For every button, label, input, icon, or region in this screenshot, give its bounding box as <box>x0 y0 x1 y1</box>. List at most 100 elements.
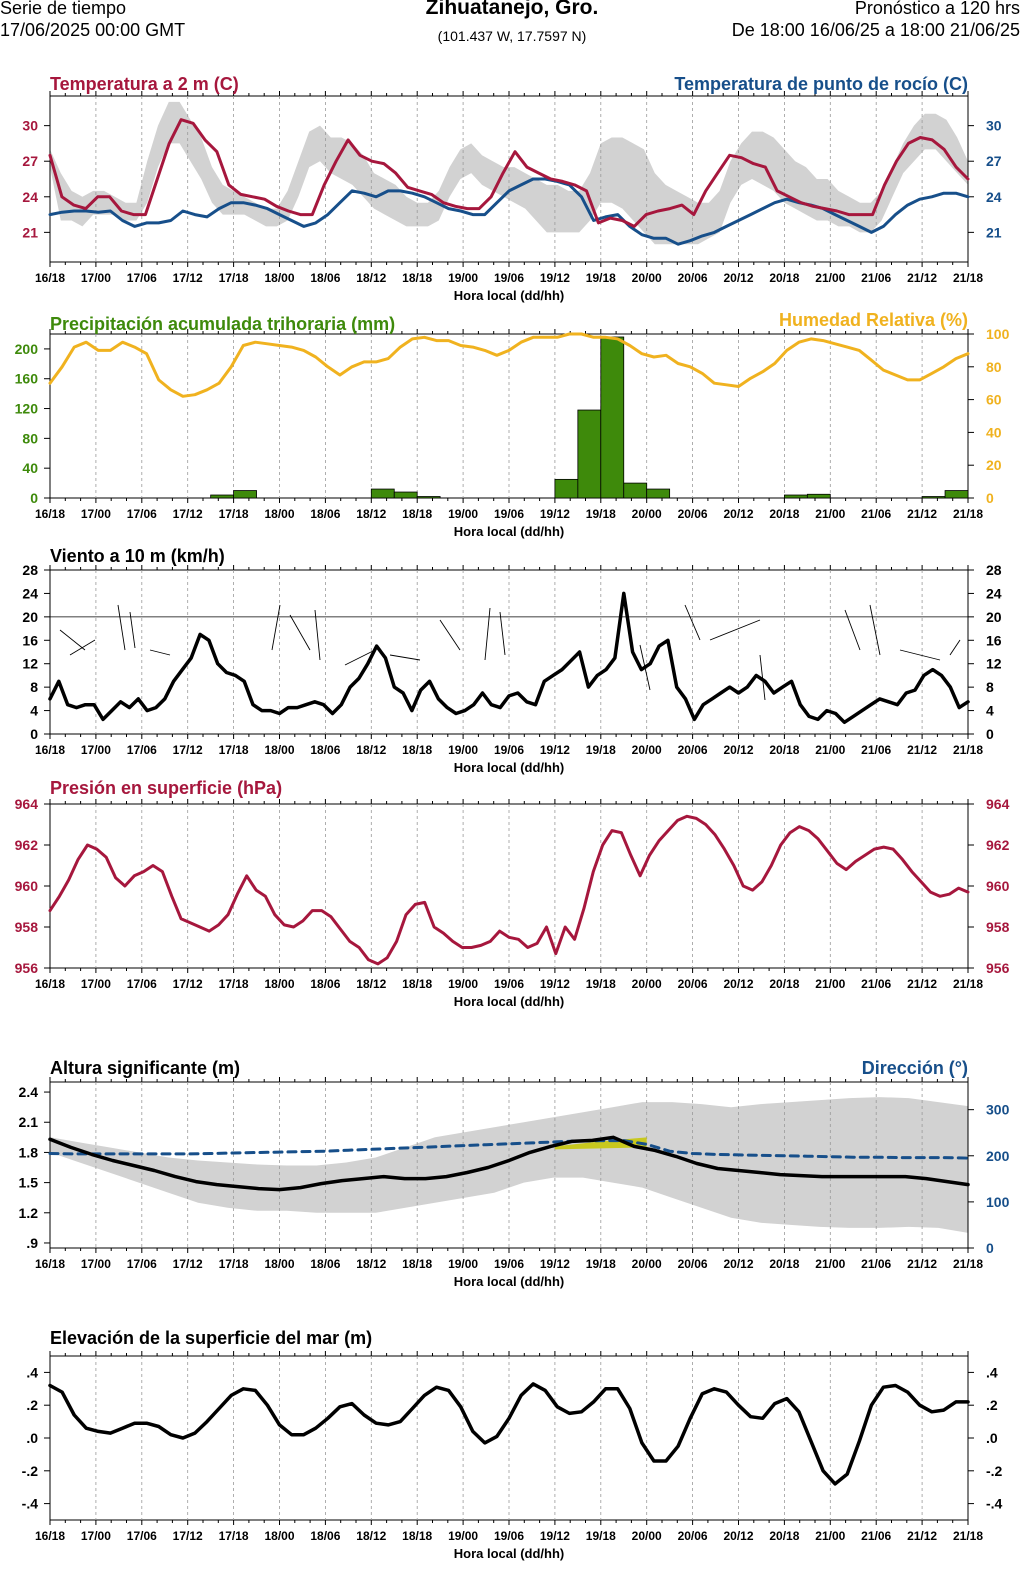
x-tick-label: 19/00 <box>448 507 478 521</box>
run-timestamp: 17/06/2025 00:00 GMT <box>0 20 186 40</box>
x-tick-label: 16/18 <box>35 507 65 521</box>
y2-tick-label: 24 <box>986 585 1002 601</box>
x-tick-label: 21/06 <box>861 507 891 521</box>
location-coords: (101.437 W, 17.7597 N) <box>437 28 587 44</box>
x-tick-label: 21/06 <box>861 1529 891 1543</box>
x-tick-label: 16/18 <box>35 1257 65 1271</box>
humidity-title: Humedad Relativa (%) <box>779 310 968 330</box>
precip-title: Precipitación acumulada trihoraria (mm) <box>50 314 395 334</box>
x-tick-label: 17/00 <box>81 977 111 991</box>
y-tick-label: 30 <box>22 118 38 134</box>
x-tick-label: 17/12 <box>173 1257 203 1271</box>
y2-tick-label: .0 <box>986 1430 998 1446</box>
wind-barb <box>271 604 281 651</box>
y-tick-label: .4 <box>26 1364 38 1380</box>
x-tick-label: 16/18 <box>35 271 65 285</box>
wind-barb <box>844 609 861 651</box>
x-tick-label: 21/06 <box>861 1257 891 1271</box>
wind-barb <box>117 604 126 651</box>
precip-bar <box>393 491 418 499</box>
x-tick-label: 21/18 <box>953 1257 983 1271</box>
precip-bar <box>416 496 441 499</box>
x-tick-label: 20/00 <box>632 271 662 285</box>
y2-tick-label: 100 <box>986 1194 1010 1210</box>
x-tick-label: 21/00 <box>815 743 845 757</box>
x-tick-label: 17/00 <box>81 507 111 521</box>
y-tick-label: 16 <box>22 632 38 648</box>
x-tick-label: 19/12 <box>540 1257 570 1271</box>
x-tick-label: 20/00 <box>632 977 662 991</box>
x-tick-label: 18/18 <box>402 977 432 991</box>
x-tick-label: 20/18 <box>769 271 799 285</box>
wind-title: Viento a 10 m (km/h) <box>50 546 225 566</box>
x-tick-label: 20/06 <box>678 743 708 757</box>
y2-tick-label: 100 <box>986 326 1010 342</box>
temperature-line <box>48 118 970 228</box>
wind-barb <box>289 614 311 651</box>
x-axis-label: Hora local (dd/hh) <box>454 1274 565 1289</box>
x-tick-label: 21/18 <box>953 1529 983 1543</box>
x-tick-label: 20/18 <box>769 743 799 757</box>
y2-tick-label: 60 <box>986 392 1002 408</box>
series-label: Serie de tiempo <box>0 0 127 18</box>
humidity-line <box>48 332 970 398</box>
x-tick-label: 19/18 <box>586 507 616 521</box>
wave-height-line <box>48 1135 970 1192</box>
x-tick-label: 18/18 <box>402 507 432 521</box>
x-tick-label: 19/06 <box>494 1257 524 1271</box>
y-tick-label: 2.4 <box>19 1084 39 1100</box>
forecast-period: De 18:00 16/06/25 a 18:00 21/06/25 <box>731 20 1020 40</box>
x-tick-label: 18/18 <box>402 271 432 285</box>
x-tick-label: 21/18 <box>953 507 983 521</box>
precip-bar <box>784 494 808 499</box>
x-tick-label: 20/18 <box>769 507 799 521</box>
x-tick-label: 16/18 <box>35 743 65 757</box>
x-axis-label: Hora local (dd/hh) <box>454 994 565 1009</box>
x-tick-label: 19/12 <box>540 1529 570 1543</box>
wind-speed-line <box>48 591 970 725</box>
wave-spread-band <box>50 1097 968 1233</box>
y-tick-label: .0 <box>26 1430 38 1446</box>
x-tick-label: 17/12 <box>173 507 203 521</box>
wind-barb <box>709 619 761 641</box>
y2-tick-label: 40 <box>986 424 1002 440</box>
x-tick-label: 17/00 <box>81 1257 111 1271</box>
x-axis-label: Hora local (dd/hh) <box>454 288 565 303</box>
precip-bar <box>554 478 579 499</box>
x-tick-label: 19/00 <box>448 977 478 991</box>
wind-barb <box>344 649 376 666</box>
forecast-range-label: Pronóstico a 120 hrs <box>854 0 1020 18</box>
x-tick-label: 20/12 <box>723 1257 753 1271</box>
wind-barb <box>484 607 491 661</box>
x-tick-label: 19/06 <box>494 743 524 757</box>
x-tick-label: 20/06 <box>678 1257 708 1271</box>
x-tick-label: 17/18 <box>219 977 249 991</box>
wind-barb <box>684 604 701 641</box>
dewpoint-title: Temperatura de punto de rocío (C) <box>674 74 968 94</box>
x-tick-label: 21/18 <box>953 743 983 757</box>
x-tick-label: 17/12 <box>173 271 203 285</box>
x-tick-label: 17/00 <box>81 271 111 285</box>
x-tick-label: 19/06 <box>494 977 524 991</box>
y-tick-label: 21 <box>22 224 38 240</box>
y-tick-label: 962 <box>15 837 39 853</box>
x-tick-label: 18/12 <box>356 977 386 991</box>
precip-bar <box>233 490 257 499</box>
x-tick-label: 19/00 <box>448 1257 478 1271</box>
x-tick-label: 21/00 <box>815 1257 845 1271</box>
y2-tick-label: 21 <box>986 224 1002 240</box>
panel-3 <box>49 565 969 739</box>
x-tick-label: 19/06 <box>494 1529 524 1543</box>
wind-barb <box>59 629 86 651</box>
x-tick-label: 19/18 <box>586 271 616 285</box>
x-tick-label: 20/06 <box>678 271 708 285</box>
y2-tick-label: 964 <box>986 796 1010 812</box>
y2-tick-label: 20 <box>986 457 1002 473</box>
y2-tick-label: 16 <box>986 632 1002 648</box>
y2-tick-label: -.4 <box>986 1496 1003 1512</box>
wind-barb <box>389 654 421 661</box>
y2-tick-label: -.2 <box>986 1463 1003 1479</box>
y2-tick-label: 960 <box>986 878 1010 894</box>
precip-bar <box>623 482 648 499</box>
wind-barb <box>149 649 171 656</box>
